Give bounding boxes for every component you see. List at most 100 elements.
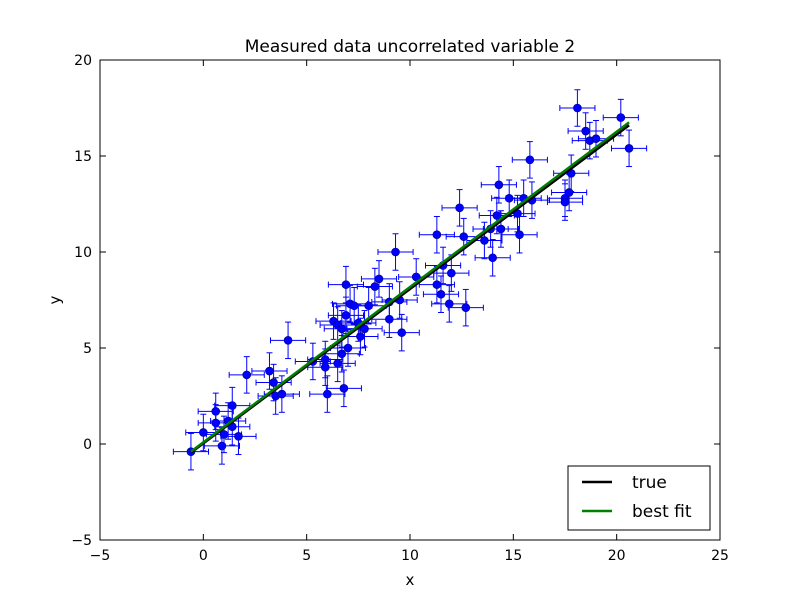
data-point — [515, 230, 524, 240]
chart-title: Measured data uncorrelated variable 2 — [245, 37, 575, 57]
data-point — [494, 180, 504, 190]
data-point — [341, 311, 351, 320]
data-point-group — [418, 215, 455, 254]
x-tick-label: 20 — [608, 548, 626, 564]
data-point-group — [270, 321, 307, 360]
data-point-group — [611, 129, 648, 168]
data-point-group — [546, 183, 584, 221]
x-tick-label: 10 — [401, 548, 419, 564]
data-point — [337, 349, 347, 359]
data-point-group — [356, 267, 393, 306]
data-point-group — [251, 352, 288, 390]
data-point — [343, 343, 353, 353]
data-point — [341, 280, 351, 289]
data-point — [199, 428, 208, 437]
data-point — [616, 113, 626, 122]
data-point — [488, 253, 497, 263]
data-point — [333, 359, 342, 368]
data-point — [385, 314, 394, 324]
data-point — [217, 441, 227, 451]
data-point-group — [383, 313, 420, 352]
data-point — [269, 378, 278, 387]
x-tick-label: −5 — [90, 548, 111, 564]
data-point — [591, 134, 601, 144]
data-point-group — [441, 189, 478, 227]
data-point — [364, 301, 373, 311]
data-point-group — [325, 369, 362, 408]
y-axis-label: y — [46, 295, 64, 304]
data-point-group — [501, 215, 538, 254]
data-point-group — [309, 375, 346, 413]
data-point — [242, 370, 252, 380]
data-point — [337, 324, 347, 334]
data-point — [283, 336, 293, 345]
data-point — [564, 188, 574, 197]
data-point — [374, 274, 384, 284]
data-point — [360, 324, 369, 334]
data-point — [277, 389, 287, 399]
data-point-group — [480, 166, 517, 204]
data-point — [560, 197, 570, 207]
data-point — [525, 155, 535, 165]
data-point-group — [474, 239, 511, 277]
data-point-group — [513, 181, 550, 219]
data-point-group — [559, 89, 596, 127]
data-point — [573, 103, 582, 113]
data-point — [397, 328, 407, 337]
x-tick-label: 25 — [711, 548, 729, 564]
y-tick-label: 20 — [74, 53, 92, 69]
data-point — [455, 203, 464, 213]
data-point — [432, 280, 442, 289]
data-point-group — [482, 210, 519, 248]
best-fit-line — [190, 121, 630, 453]
legend: true best fit — [567, 465, 711, 531]
data-point — [211, 418, 221, 428]
data-point — [447, 268, 456, 278]
data-point — [496, 224, 506, 234]
data-point — [459, 232, 469, 241]
data-point-group — [567, 112, 604, 150]
data-point-group — [228, 356, 265, 394]
y-tick-label: 0 — [83, 437, 92, 453]
data-point-group — [377, 233, 414, 271]
data-point — [461, 303, 471, 312]
x-tick-label: 5 — [302, 548, 311, 564]
data-point — [444, 299, 454, 309]
data-point — [320, 362, 330, 372]
data-point-group — [220, 417, 257, 456]
data-point-group — [360, 260, 398, 298]
data-point — [432, 230, 442, 240]
data-point-group — [346, 310, 383, 348]
data-point-group — [602, 98, 639, 137]
y-tick-label: 5 — [83, 341, 92, 357]
y-tick-label: −5 — [71, 533, 92, 549]
y-tick-label: 10 — [74, 245, 92, 261]
legend-label-true: true — [632, 473, 667, 493]
axis-ticks: −5 0 5 10 15 20 25 −5 0 5 10 15 20 — [71, 53, 729, 564]
data-point — [234, 432, 243, 441]
data-point — [339, 384, 349, 393]
data-point-group — [511, 141, 548, 179]
data-point — [323, 389, 332, 399]
data-point-group — [431, 285, 468, 323]
data-point — [436, 289, 446, 299]
y-tick-label: 15 — [74, 149, 92, 165]
data-point-group — [433, 254, 470, 292]
data-point — [624, 144, 634, 153]
data-point — [480, 236, 489, 245]
plot-area — [172, 89, 648, 471]
x-tick-label: 15 — [504, 548, 522, 564]
x-axis-label: x — [406, 571, 415, 589]
x-tick-label: 0 — [199, 548, 208, 564]
data-point — [370, 282, 380, 291]
data-point-group — [466, 221, 503, 260]
data-point — [356, 332, 365, 341]
data-point — [581, 126, 590, 136]
data-point-group — [447, 288, 484, 327]
data-point — [391, 247, 400, 257]
legend-label-best-fit: best fit — [632, 502, 692, 522]
legend-box — [567, 465, 711, 531]
data-point — [265, 366, 274, 376]
data-point-group — [319, 344, 356, 383]
